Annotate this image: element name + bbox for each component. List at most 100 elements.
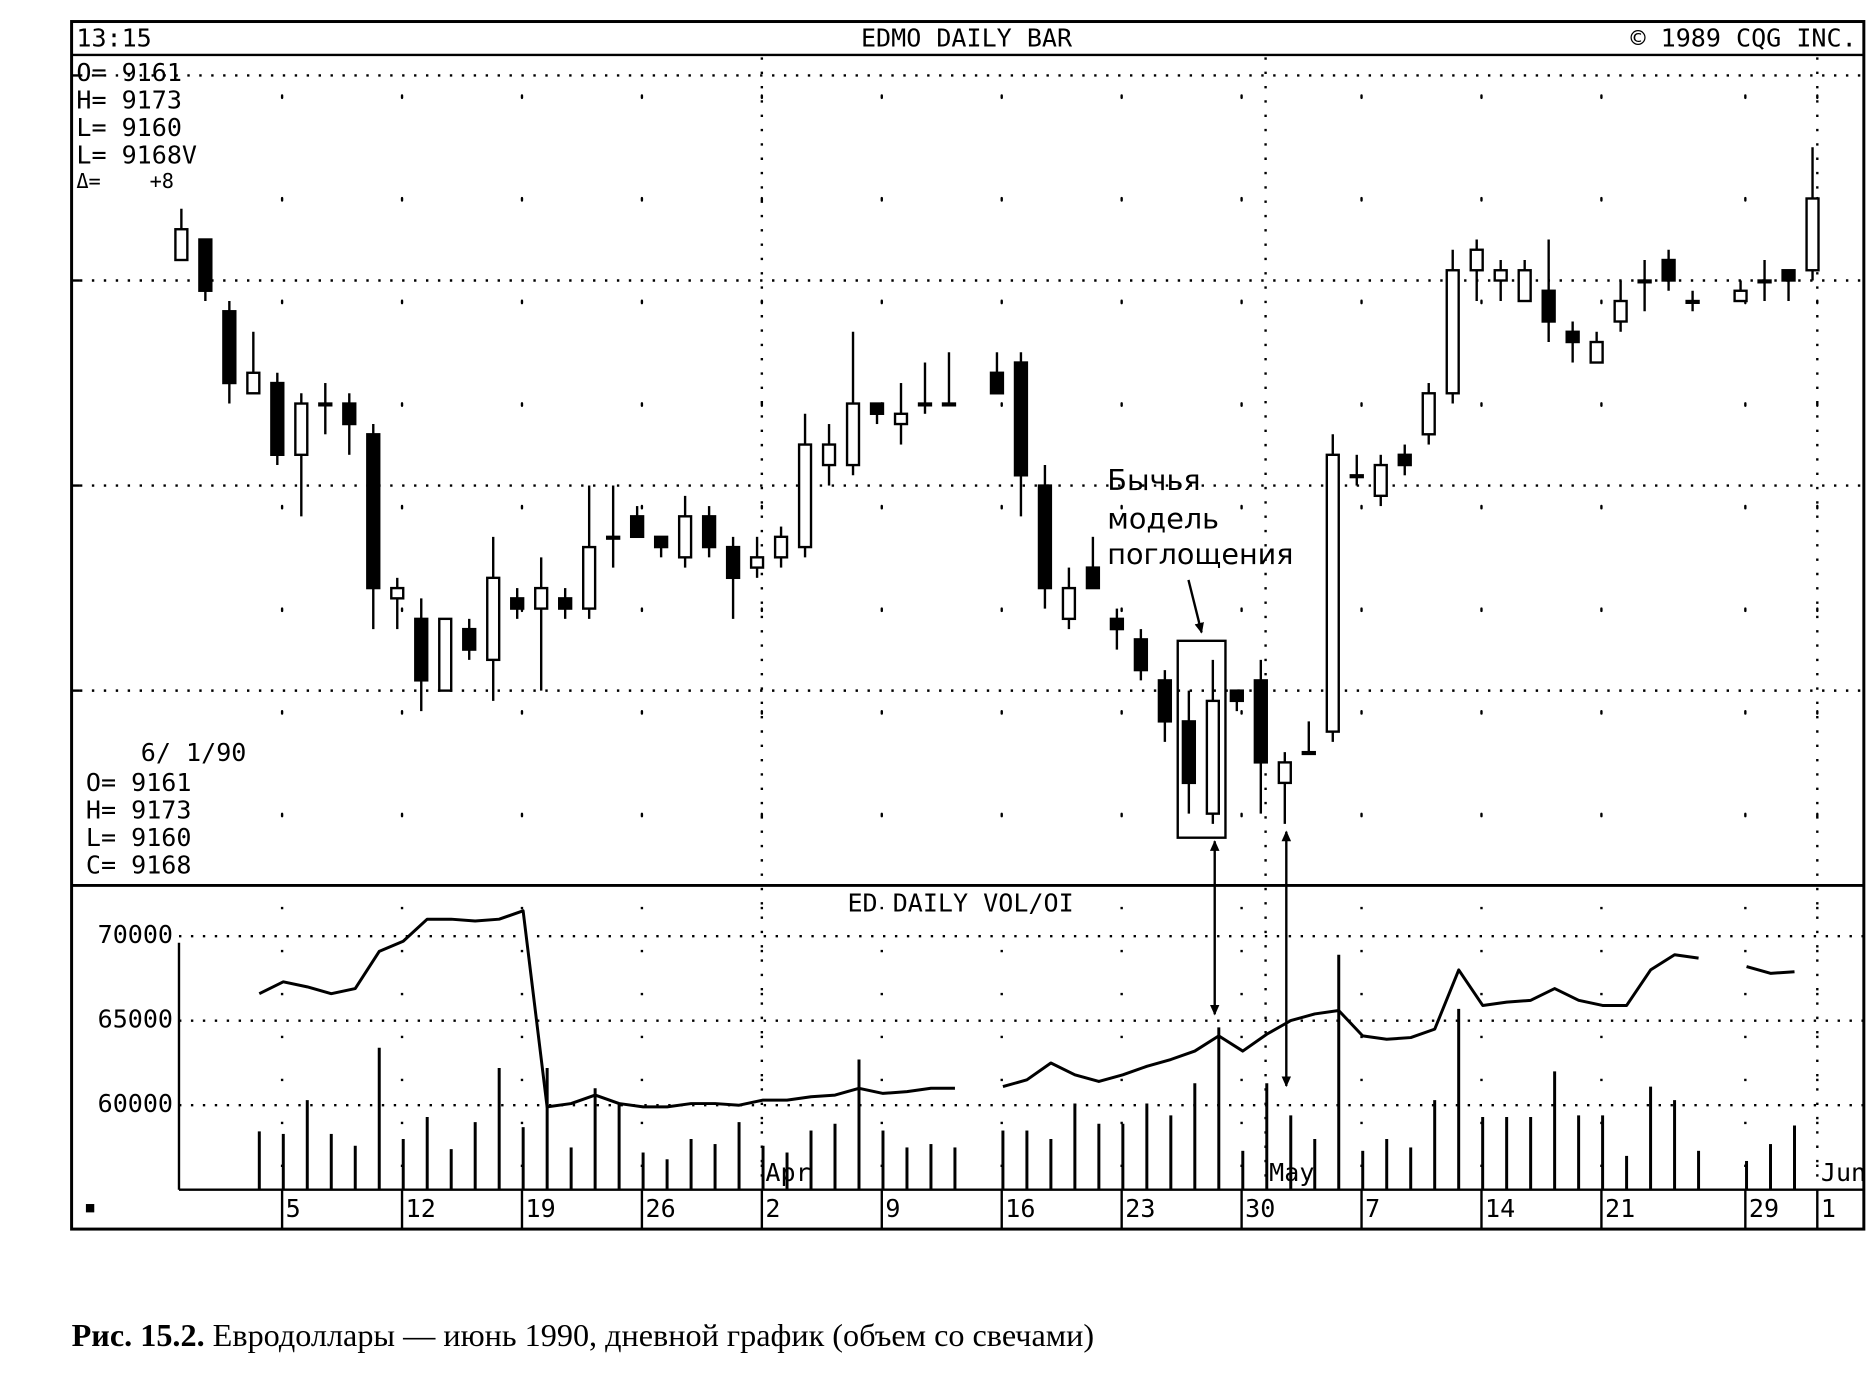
date-label: 16 [1005, 1194, 1035, 1223]
candle-body [653, 535, 669, 549]
copyright: © 1989 CQG INC. [1630, 23, 1856, 52]
candle-body [582, 545, 597, 610]
candle-body [270, 381, 285, 456]
candle-body [1517, 269, 1532, 303]
candle-body [1349, 474, 1364, 479]
candle-body [1181, 720, 1197, 785]
candle-body [1541, 289, 1556, 323]
candle-body [1061, 586, 1077, 621]
candle-body [1013, 361, 1029, 477]
candle-body [1781, 269, 1796, 282]
open-interest-line [258, 909, 1795, 1109]
candle-body [1565, 330, 1580, 344]
candle-body [1085, 566, 1101, 590]
caption-text: Евродоллары — июнь 1990, дневной график … [213, 1317, 1094, 1353]
candle-body [677, 515, 693, 559]
candle-body [558, 597, 573, 610]
candle-body [725, 545, 741, 580]
date-label: 26 [645, 1194, 675, 1223]
candle-body [1493, 269, 1508, 282]
date-label: 19 [526, 1194, 556, 1223]
candle-body [390, 586, 405, 600]
candle-body [749, 556, 765, 569]
date-label: 29 [1749, 1194, 1779, 1223]
candle-body [246, 371, 261, 395]
date-readout: H= 9173 [86, 795, 192, 824]
readout: O= 9161 [76, 58, 182, 87]
chart-title: EDMO DAILY BAR [861, 23, 1073, 52]
readout: L= 9160 [76, 113, 182, 142]
date-label: 30 [1245, 1194, 1275, 1223]
candle-body [1469, 248, 1484, 272]
candle-body [1253, 679, 1268, 764]
candle-body [893, 412, 909, 426]
candle-body [1229, 689, 1244, 703]
candle-body [342, 402, 357, 426]
candle-body [917, 402, 933, 407]
candle-body [294, 402, 309, 456]
candle-body [534, 586, 549, 610]
candle-body [845, 402, 861, 467]
candle-body [1301, 750, 1316, 756]
candle-body [941, 402, 957, 407]
candle-body [1733, 289, 1748, 303]
candle-body [486, 576, 501, 662]
annotation: поглощения [1107, 537, 1293, 571]
readout: L= 9168V [76, 140, 197, 169]
date-label: 5 [286, 1194, 301, 1223]
date-label: 1 [1821, 1194, 1836, 1223]
candle-body [701, 515, 717, 549]
candle-body [1325, 453, 1340, 733]
annotation: модель [1107, 501, 1219, 535]
date-label: 23 [1125, 1194, 1155, 1223]
candle-body [1637, 279, 1652, 284]
date-readout: C= 9168 [86, 850, 192, 879]
candle-body [605, 535, 621, 540]
frame [70, 20, 1866, 1231]
date-label: 12 [406, 1194, 436, 1223]
candle-body [1277, 761, 1292, 785]
candle-body [1205, 699, 1220, 815]
candle-body [1445, 269, 1460, 395]
header-time: 13:15 [76, 23, 151, 52]
annotation: Бычья [1107, 463, 1200, 497]
date-label: 21 [1605, 1194, 1635, 1223]
candle-body [318, 402, 333, 407]
candle-body [869, 402, 885, 415]
candle-body [989, 371, 1005, 395]
date-label: 7 [1365, 1194, 1380, 1223]
date-label: 2 [765, 1194, 780, 1223]
candle-body [1589, 340, 1604, 364]
date-readout: L= 9160 [86, 823, 192, 852]
date-readout: O= 9161 [86, 768, 192, 797]
candle-body [1037, 484, 1053, 590]
candle-body [1397, 453, 1412, 467]
date-label: 14 [1485, 1194, 1515, 1223]
candle-body [1805, 197, 1820, 272]
candle-body [198, 238, 213, 292]
candle-body [797, 443, 813, 549]
candle-body [438, 617, 453, 692]
candle-body [773, 535, 789, 559]
readout: H= 9173 [76, 85, 182, 114]
y-tick-label: 65000 [98, 1005, 173, 1034]
y-tick-label: 70000 [98, 920, 173, 949]
caption: Рис. 15.2. Евродоллары — июнь 1990, днев… [72, 1317, 1095, 1353]
vol-title: ED DAILY VOL/OI [847, 889, 1073, 918]
candle-body [1133, 638, 1149, 672]
candle-body [174, 228, 189, 262]
candle-body [1685, 299, 1700, 304]
candle-body [366, 433, 381, 590]
candle-body [222, 310, 237, 385]
candle-body [1757, 279, 1772, 284]
candle-body [462, 627, 477, 651]
marker-square [85, 1204, 95, 1213]
highlight-box [1176, 639, 1227, 839]
candle-body [1109, 617, 1125, 631]
candle-body [414, 617, 429, 682]
y-tick-label: 60000 [98, 1089, 173, 1118]
annotation-arrow [1187, 579, 1204, 634]
candle-body [629, 515, 645, 539]
